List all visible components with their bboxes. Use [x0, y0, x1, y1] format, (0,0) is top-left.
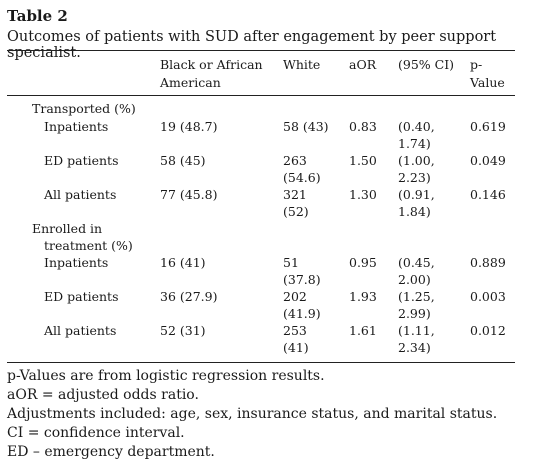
footnote: p-Values are from logistic regression re…	[7, 368, 325, 384]
cell-ci: (1.00,	[398, 153, 435, 168]
cell-ci: (1.11,	[398, 323, 435, 338]
cell-p: 0.049	[470, 153, 506, 168]
cell-ci-cont: 2.23)	[398, 170, 431, 185]
cell-aor: 0.95	[349, 255, 377, 270]
cell-white: 263	[283, 153, 307, 168]
row-label: ED patients	[44, 289, 119, 304]
footnote: CI = confidence interval.	[7, 425, 185, 441]
table-title: Table 2	[7, 7, 68, 25]
cell-white: 58 (43)	[283, 119, 329, 134]
header-p-line1: p-	[470, 57, 483, 72]
header-black-line2: American	[160, 75, 221, 90]
cell-white: 202	[283, 289, 307, 304]
cell-white-cont: (37.8)	[283, 272, 321, 287]
section-label-transported: Transported (%)	[32, 101, 136, 116]
cell-white-cont: (41.9)	[283, 306, 321, 321]
cell-ci: (0.40,	[398, 119, 435, 134]
cell-ci-cont: 2.34)	[398, 340, 431, 355]
cell-black: 19 (48.7)	[160, 119, 218, 134]
cell-ci-cont: 1.74)	[398, 136, 431, 151]
header-rule	[7, 95, 515, 96]
cell-white-cont: (41)	[283, 340, 309, 355]
cell-aor: 1.30	[349, 187, 377, 202]
section-label-enrolled-line2: treatment (%)	[44, 238, 133, 253]
top-rule	[7, 50, 515, 51]
cell-black: 16 (41)	[160, 255, 206, 270]
cell-aor: 1.50	[349, 153, 377, 168]
cell-white-cont: (52)	[283, 204, 309, 219]
cell-ci: (1.25,	[398, 289, 435, 304]
footnote: ED – emergency department.	[7, 444, 215, 460]
cell-p: 0.012	[470, 323, 506, 338]
header-ci: (95% CI)	[398, 57, 455, 72]
cell-black: 58 (45)	[160, 153, 206, 168]
header-white: White	[283, 57, 321, 72]
row-label: Inpatients	[44, 119, 109, 134]
header-aor: aOR	[349, 57, 377, 72]
cell-aor: 1.93	[349, 289, 377, 304]
footnote: aOR = adjusted odds ratio.	[7, 387, 199, 403]
cell-p: 0.889	[470, 255, 506, 270]
row-label: ED patients	[44, 153, 119, 168]
cell-p: 0.619	[470, 119, 506, 134]
bottom-rule	[7, 362, 515, 363]
table-caption: Outcomes of patients with SUD after enga…	[7, 29, 497, 61]
cell-ci: (0.45,	[398, 255, 435, 270]
cell-black: 36 (27.9)	[160, 289, 218, 304]
row-label: Inpatients	[44, 255, 109, 270]
cell-ci-cont: 1.84)	[398, 204, 431, 219]
cell-black: 77 (45.8)	[160, 187, 218, 202]
cell-ci: (0.91,	[398, 187, 435, 202]
cell-aor: 0.83	[349, 119, 377, 134]
cell-white-cont: (54.6)	[283, 170, 321, 185]
cell-ci-cont: 2.00)	[398, 272, 431, 287]
row-label: All patients	[44, 187, 117, 202]
cell-ci-cont: 2.99)	[398, 306, 431, 321]
cell-white: 253	[283, 323, 307, 338]
header-p-line2: Value	[470, 75, 505, 90]
cell-white: 51	[283, 255, 299, 270]
section-label-enrolled-line1: Enrolled in	[32, 221, 103, 236]
cell-aor: 1.61	[349, 323, 377, 338]
cell-black: 52 (31)	[160, 323, 206, 338]
row-label: All patients	[44, 323, 117, 338]
footnote: Adjustments included: age, sex, insuranc…	[7, 406, 498, 422]
cell-white: 321	[283, 187, 307, 202]
cell-p: 0.146	[470, 187, 506, 202]
header-black-line1: Black or African	[160, 57, 263, 72]
cell-p: 0.003	[470, 289, 506, 304]
